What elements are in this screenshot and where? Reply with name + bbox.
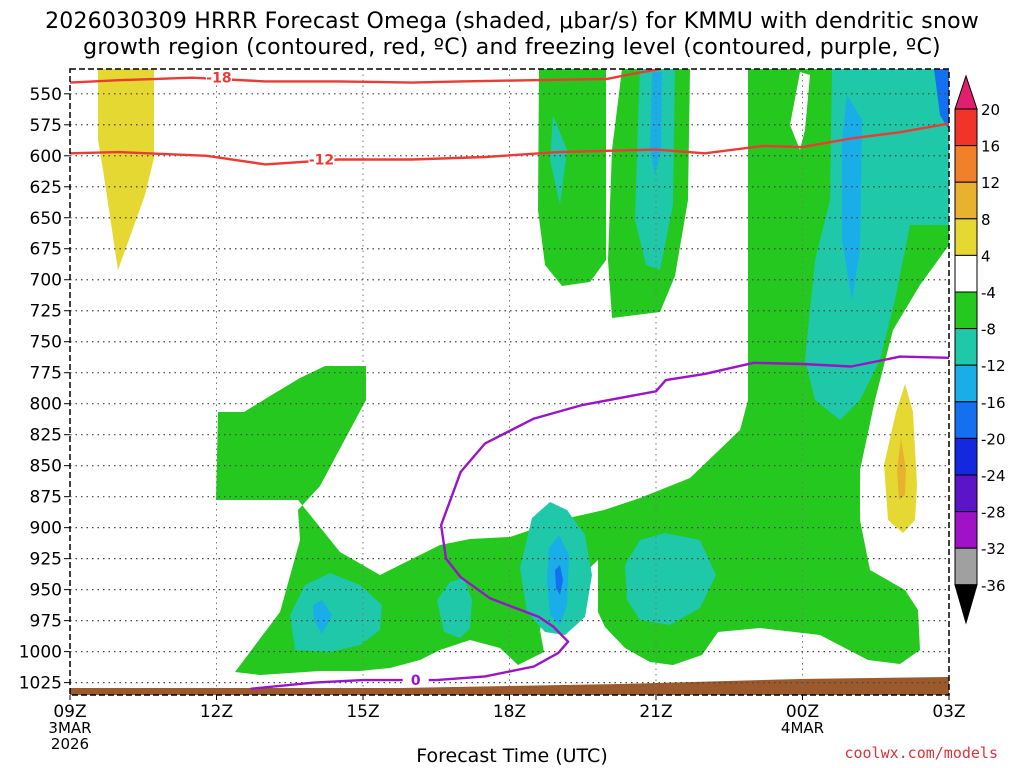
colorbar-bottom-triangle <box>954 584 978 625</box>
gridlines <box>70 69 949 695</box>
y-tick-label: 900 <box>30 519 62 539</box>
y-tick-label: 975 <box>30 612 62 632</box>
colorbar-level-label: -4 <box>981 284 996 302</box>
dgz-contour-label-bg <box>205 68 232 85</box>
omega-shading <box>98 69 949 675</box>
colorbar-level-label: 4 <box>981 247 991 265</box>
contours <box>70 69 949 690</box>
dgz-contour-label-bg <box>308 150 335 167</box>
freezing-level-contour-label: 0 <box>411 673 421 689</box>
chart-title-line1: 2026030309 HRRR Forecast Omega (shaded, … <box>45 9 979 34</box>
y-tick-label: 850 <box>30 457 62 477</box>
x-tick-date: 3MAR <box>48 719 91 737</box>
colorbar-segment <box>954 254 978 293</box>
colorbar-segment <box>954 145 978 183</box>
colorbar-segment <box>954 511 978 549</box>
colorbar-level-label: -28 <box>981 504 1006 522</box>
x-tick-label: 00Z <box>786 702 819 722</box>
y-tick-label: 1025 <box>19 674 62 694</box>
freezing-level-contour <box>250 355 949 690</box>
colorbar-level-label: -8 <box>981 321 996 339</box>
y-tick-label: 775 <box>30 364 62 384</box>
y-tick-label: 700 <box>30 271 62 291</box>
colorbar-level-label: -36 <box>981 577 1006 595</box>
colorbar-segment <box>954 218 978 256</box>
colorbar-level-label: 20 <box>981 101 1000 119</box>
colorbar-segment <box>954 181 978 220</box>
x-tick-label: 03Z <box>932 702 965 722</box>
x-tick-label: 18Z <box>493 702 526 722</box>
x-tick-label: 09Z <box>53 702 86 722</box>
dgz-contour <box>70 122 949 166</box>
colorbar-level-label: 12 <box>981 174 1000 192</box>
y-axis: 550 575 600 625 650 675 700 725 750 775 800 825 850 8… <box>19 85 70 694</box>
colorbar-level-label: -32 <box>981 540 1006 558</box>
y-tick-label: 725 <box>30 302 62 322</box>
ground-surface <box>70 677 949 695</box>
y-tick-label: 575 <box>30 116 62 136</box>
y-tick-label: 600 <box>30 147 62 167</box>
y-tick-label: 650 <box>30 209 62 229</box>
colorbar-segment <box>954 437 978 476</box>
chart-title-line2: growth region (contoured, red, ºC) and f… <box>83 35 941 60</box>
colorbar-segment <box>954 364 978 403</box>
colorbar-segment <box>954 401 978 439</box>
y-tick-label: 950 <box>30 581 62 601</box>
watermark: coolwx.com/models <box>844 744 998 762</box>
colorbar-segment <box>954 328 978 366</box>
colorbar-segment <box>954 474 978 513</box>
contour-labels: -18 -12 0 <box>205 68 429 689</box>
y-tick-label: 750 <box>30 333 62 353</box>
x-tick-label: 15Z <box>346 702 379 722</box>
colorbar-segment <box>954 108 978 147</box>
x-tick-year: 2026 <box>51 735 89 753</box>
colorbar: 20 16 12 8 4 -4 -8 -12 -16 -20 -24 -28 -32 -36 <box>954 74 1006 625</box>
colorbar-level-label: 16 <box>981 138 1000 156</box>
y-tick-label: 1000 <box>19 643 62 663</box>
y-tick-label: 625 <box>30 178 62 198</box>
y-tick-label: 550 <box>30 85 62 105</box>
x-tick-label: 21Z <box>639 702 672 722</box>
dgz-contour-label: -18 <box>206 71 231 87</box>
colorbar-level-label: 8 <box>981 211 991 229</box>
y-tick-label: 825 <box>30 426 62 446</box>
x-axis-label: Forecast Time (UTC) <box>416 745 608 767</box>
colorbar-level-label: -24 <box>981 467 1006 485</box>
x-tick-label: 12Z <box>200 702 233 722</box>
y-tick-label: 875 <box>30 488 62 508</box>
colorbar-segment <box>954 291 978 330</box>
colorbar-level-label: -12 <box>981 357 1006 375</box>
y-tick-label: 925 <box>30 550 62 570</box>
x-tick-date: 4MAR <box>781 719 824 737</box>
colorbar-top-triangle <box>954 74 978 110</box>
dgz-contour <box>70 69 662 84</box>
colorbar-segment <box>954 547 978 586</box>
y-tick-label: 800 <box>30 395 62 415</box>
freezing-level-contour-label-bg <box>402 671 429 688</box>
colorbar-level-label: -20 <box>981 430 1006 448</box>
y-tick-label: 675 <box>30 240 62 260</box>
dgz-contour-label: -12 <box>309 152 334 168</box>
colorbar-level-label: -16 <box>981 394 1006 412</box>
